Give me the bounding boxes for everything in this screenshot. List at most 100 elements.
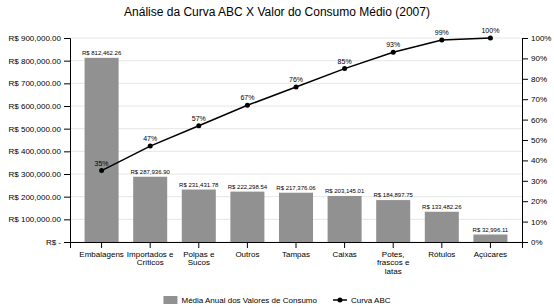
tick: Tampas [282,242,310,259]
tick: Outros [235,242,259,259]
bar [425,212,459,242]
legend: Média Anual dos Valores de Consumo Curva … [163,296,390,305]
tick-label: Embalagens [79,250,123,259]
tick-label-line: Açúcares [474,250,507,259]
tick-label: 20% [531,197,547,206]
tick-mark [64,61,70,62]
point-label: 76% [289,76,303,83]
bar [473,235,507,242]
tick: R$ 400,000.00 [9,147,71,156]
tick: Açúcares [474,242,507,259]
tick: R$ 900,000.00 [9,34,71,43]
title: Análise da Curva ABC X Valor do Consumo … [124,5,430,19]
tick-label: Potes,frascos elatas [377,250,410,277]
tick-label: R$ 100,000.00 [9,215,62,224]
tick-mark [522,140,528,141]
tick-mark [522,58,528,59]
grid-line [70,128,522,129]
tick-label-line: Tampas [282,250,310,259]
tick-mark [344,242,345,248]
point-label: 47% [143,135,157,142]
plot-area [85,36,508,243]
axis-domain [71,243,523,249]
line [102,38,491,171]
bar-label: R$ 812,462.26 [82,50,122,56]
chart: R$ 812,462.26R$ 287,936.90R$ 231,431.78R… [0,0,554,308]
tick-mark [247,242,248,248]
tick-mark [64,197,70,198]
bar-label: R$ 133,482.26 [422,204,462,210]
tick-mark [64,174,70,175]
tick-label: 40% [531,156,547,165]
tick-label: R$ 800,000.00 [9,57,62,66]
tick: 10% [522,218,547,227]
bar-label: R$ 217,376.06 [276,185,316,191]
tick-mark [101,242,102,248]
axis-domain [64,39,71,243]
point-label: 67% [240,94,254,101]
bar-label: R$ 231,431.78 [179,182,219,188]
tick-label: 50% [531,136,547,145]
tick: R$ 800,000.00 [9,57,71,66]
bar-label: R$ 184,897.75 [374,192,414,198]
bar-label: R$ 32,996.11 [473,227,509,233]
tick-label-line: Embalagens [79,250,123,259]
tick-mark [522,38,528,39]
tick: Rótulos [428,242,455,259]
tick-label-line: Críticos [137,258,164,267]
tick-mark [64,83,70,84]
legend-label: Média Anual dos Valores de Consumo [181,296,317,305]
bar-label: R$ 203,145.01 [325,188,365,194]
tick-label-line: Potes, [382,250,405,259]
tick-label: Importados eCríticos [127,250,174,268]
tick: Importados eCríticos [127,242,174,267]
tick-mark [522,120,528,121]
line-marker [391,50,396,55]
tick-label-line: Caixas [332,250,356,259]
tick-label: 90% [531,54,547,63]
tick: R$ 200,000.00 [9,193,71,202]
line-marker [342,66,347,71]
point-label: 57% [192,115,206,122]
y-axis: R$ -R$ 100,000.00R$ 200,000.00R$ 300,000… [9,34,71,247]
tick: 70% [522,95,547,104]
tick: R$ 300,000.00 [9,170,71,179]
tick-mark [64,106,70,107]
tick-label-line: latas [385,267,402,276]
grid-line [70,83,522,84]
grid [70,38,522,242]
axis-domain [523,39,529,243]
tick: 20% [522,197,547,206]
tick-label: R$ 300,000.00 [9,170,62,179]
bar [279,193,313,242]
tick-mark [490,242,491,248]
legend-item: Curva ABC [333,296,391,305]
y2-axis: 0%10%20%30%40%50%60%70%80%90%100% [522,34,551,247]
background [0,0,554,308]
tick-label: R$ 600,000.00 [9,102,62,111]
tick: 100% [522,34,551,43]
tick-label: Tampas [282,250,310,259]
tick-mark [441,242,442,248]
bar-label: R$ 222,298.54 [228,184,268,190]
tick: 50% [522,136,547,145]
tick-label: Outros [235,250,259,259]
tick-label-line: frascos e [377,258,410,267]
tick-label-line: Sucos [188,258,210,267]
tick-mark [64,151,70,152]
tick-mark [296,242,297,248]
tick-mark [522,160,528,161]
tick-mark [393,242,394,248]
tick-mark [522,79,528,80]
line-marker [245,103,250,108]
tick-mark [522,201,528,202]
tick-label: Caixas [332,250,356,259]
tick: Embalagens [79,242,123,259]
tick-label: Polpas eSucos [183,250,215,268]
tick-label: 30% [531,177,547,186]
bar [230,192,264,242]
line-marker [294,84,299,89]
tick: R$ 700,000.00 [9,79,71,88]
legend-label: Curva ABC [351,296,391,305]
tick-label: 80% [531,75,547,84]
